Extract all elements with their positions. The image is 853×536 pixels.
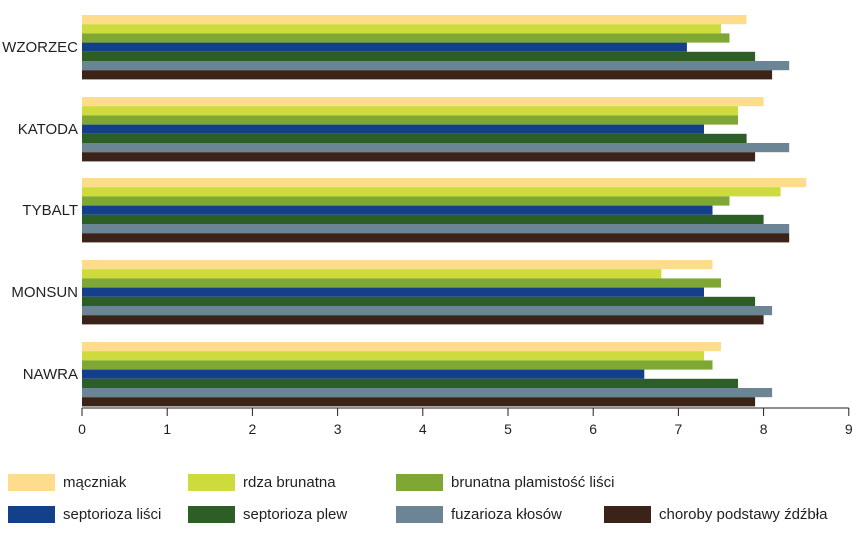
category-label: WZORZEC	[2, 39, 78, 56]
bar	[82, 360, 713, 370]
legend-item: brunatna plamistość liści	[396, 474, 614, 491]
bar	[82, 397, 756, 407]
bar	[82, 205, 713, 215]
bar	[82, 42, 687, 52]
bar	[82, 124, 704, 134]
bar	[82, 287, 704, 297]
legend-label: septorioza liści	[63, 506, 162, 523]
category-label: MONSUN	[11, 284, 78, 301]
bar	[82, 315, 764, 325]
legend-item: fuzarioza kłosów	[396, 506, 562, 523]
bar	[82, 115, 738, 125]
category-labels: WZORZEC KATODA TYBALT MONSUN NAWRA	[2, 39, 78, 383]
bar	[82, 278, 721, 288]
legend-label: fuzarioza kłosów	[451, 506, 562, 523]
x-axis-ticks: 0 1 2 3 4 5 6 7 8 9	[78, 408, 853, 437]
legend-label: mączniak	[63, 474, 127, 491]
bar	[82, 143, 790, 153]
legend-item: septorioza liści	[8, 506, 161, 523]
legend-swatch	[8, 474, 55, 491]
tick-label: 3	[334, 421, 342, 437]
legend-label: septorioza plew	[243, 506, 348, 523]
bar	[82, 61, 790, 71]
tick-label: 0	[78, 421, 86, 437]
legend-label: rdza brunatna	[243, 474, 336, 491]
legend-swatch	[188, 474, 235, 491]
tick-label: 1	[163, 421, 171, 437]
bar	[82, 51, 756, 61]
category-label: NAWRA	[23, 366, 78, 383]
bar	[82, 106, 738, 116]
bar	[82, 214, 764, 224]
bar	[82, 196, 730, 206]
bar-chart: WZORZEC KATODA TYBALT MONSUN NAWRA 0 1 2 3 4 5 6 7 8…	[2, 15, 853, 437]
bar	[82, 187, 781, 197]
tick-label: 9	[845, 421, 853, 437]
bar	[82, 296, 756, 306]
legend-item: choroby podstawy źdźbła	[604, 506, 827, 523]
legend-item: septorioza plew	[188, 506, 347, 523]
tick-label: 7	[675, 421, 683, 437]
bar	[82, 378, 738, 388]
legend-label: brunatna plamistość liści	[451, 474, 615, 491]
legend-swatch	[8, 506, 55, 523]
bar	[82, 15, 747, 25]
legend-swatch	[188, 506, 235, 523]
bar	[82, 178, 807, 188]
bar	[82, 133, 747, 143]
bar	[82, 260, 713, 270]
tick-label: 5	[504, 421, 512, 437]
bar	[82, 24, 721, 34]
legend-item: mączniak	[8, 474, 126, 491]
bar	[82, 388, 773, 398]
bar	[82, 152, 756, 162]
legend-label: choroby podstawy źdźbła	[659, 506, 828, 523]
tick-label: 2	[249, 421, 257, 437]
legend-swatch	[604, 506, 651, 523]
bar	[82, 224, 790, 234]
bar	[82, 269, 662, 279]
category-label: TYBALT	[22, 202, 78, 219]
bar	[82, 351, 704, 361]
bar	[82, 97, 764, 107]
bar	[82, 342, 721, 352]
legend-swatch	[396, 506, 443, 523]
tick-label: 4	[419, 421, 427, 437]
legend-item: rdza brunatna	[188, 474, 336, 491]
tick-label: 8	[760, 421, 768, 437]
bar	[82, 33, 730, 43]
bar	[82, 369, 645, 379]
tick-label: 6	[589, 421, 597, 437]
bar	[82, 233, 790, 243]
bars-group	[82, 15, 807, 407]
bar	[82, 70, 773, 80]
legend-swatch	[396, 474, 443, 491]
bar	[82, 306, 773, 316]
category-label: KATODA	[18, 121, 78, 138]
